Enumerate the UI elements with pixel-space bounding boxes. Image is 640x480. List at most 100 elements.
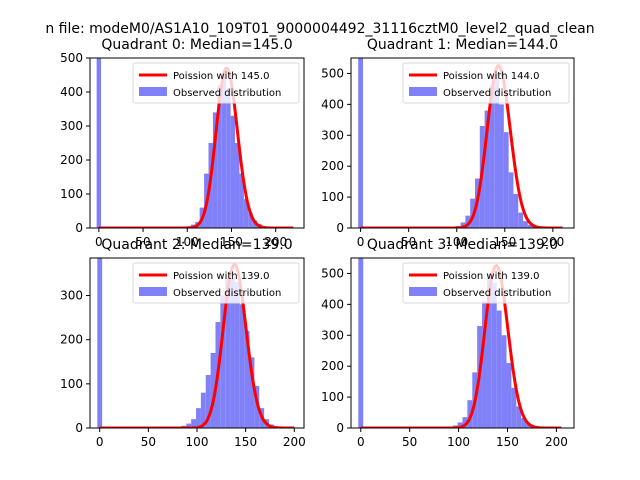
- hist-bar: [503, 132, 509, 228]
- y-tick-label: 0: [336, 421, 344, 435]
- hist-bar: [358, 258, 364, 428]
- y-tick-label: 300: [321, 328, 344, 342]
- x-tick-label: 0: [357, 435, 365, 449]
- y-tick-label: 100: [321, 190, 344, 204]
- x-tick-label: 50: [135, 235, 150, 249]
- hist-bar: [212, 112, 218, 228]
- hist-bar: [196, 408, 201, 428]
- hist-bar: [467, 400, 473, 428]
- hist-bar: [482, 301, 487, 428]
- hist-bar: [243, 199, 249, 228]
- hist-bar: [226, 88, 231, 228]
- axes-frame: [89, 57, 305, 229]
- hist-bar: [200, 392, 206, 428]
- x-tick-label: 50: [141, 435, 156, 449]
- x-tick-label: 200: [541, 235, 564, 249]
- hist-bar: [511, 387, 517, 428]
- hist-bar: [518, 212, 524, 228]
- hist-bar: [508, 172, 514, 228]
- hist-bar: [225, 277, 231, 428]
- legend-entry-observed: Observed distribution: [173, 288, 281, 299]
- axes-frame: [350, 57, 575, 229]
- legend-box: [402, 62, 570, 104]
- legend-bar-swatch: [139, 287, 167, 296]
- y-tick-label: 500: [321, 66, 344, 80]
- panel-title: Quadrant 0: Median=145.0: [101, 37, 292, 53]
- y-tick-label: 500: [321, 266, 344, 280]
- legend-bar-swatch: [409, 87, 437, 96]
- hist-bar: [186, 423, 192, 428]
- y-tick-label: 100: [60, 187, 83, 201]
- quadrant-2-panel: 0 50 100 150 200 0 100 200 300 Quadrant 2: Median…: [60, 237, 306, 449]
- legend-entry-poisson: Poission with 145.0: [173, 71, 269, 82]
- x-tick-label: 100: [447, 435, 470, 449]
- legend-entry-observed: Observed distribution: [443, 88, 551, 99]
- y-tick-label: 200: [60, 153, 83, 167]
- hist-bar: [465, 215, 471, 228]
- x-tick-label: 100: [186, 435, 209, 449]
- y-tick-label: 400: [321, 297, 344, 311]
- hist-bar: [230, 115, 236, 228]
- poisson-curve: [98, 66, 294, 228]
- legend-box: [132, 262, 300, 304]
- hist-bar: [523, 221, 528, 228]
- x-tick-label: 150: [220, 235, 243, 249]
- hist-bar: [248, 212, 253, 228]
- y-tick-label: 300: [60, 289, 83, 303]
- axes-frame: [350, 257, 575, 429]
- y-tick-label: 100: [60, 377, 83, 391]
- x-tick-label: 0: [357, 235, 365, 249]
- hist-bar: [491, 282, 497, 428]
- hist-bar: [244, 330, 250, 428]
- figure-suptitle: n file: modeM0/AS1A10_109T01_9000004492_…: [45, 21, 594, 37]
- legend-box: [402, 262, 570, 304]
- x-tick-label: 150: [493, 235, 516, 249]
- poisson-curve: [360, 264, 562, 428]
- hist-bar: [527, 224, 533, 228]
- plot-area: [96, 58, 294, 228]
- panel-title: Quadrant 3: Median=139.0: [367, 237, 558, 253]
- x-tick-label: 200: [545, 435, 568, 449]
- hist-bar: [249, 357, 255, 428]
- x-tick-label: 0: [96, 435, 104, 449]
- hist-bar: [486, 273, 492, 428]
- legend-entry-poisson: Poission with 139.0: [173, 271, 269, 282]
- quadrant-3-panel: 0 50 100 150 200 0 100 200 300 400 500 Quadrant 3: …: [321, 237, 575, 449]
- hist-bar: [513, 194, 519, 228]
- hist-bar: [220, 295, 226, 428]
- hist-bar: [521, 418, 527, 428]
- hist-bar: [210, 352, 216, 428]
- y-tick-label: 0: [75, 221, 83, 235]
- x-tick-label: 100: [176, 235, 199, 249]
- legend-bar-swatch: [139, 87, 167, 96]
- plot-area: [97, 258, 295, 428]
- hist-bar: [499, 104, 504, 228]
- hist-bar: [235, 143, 240, 228]
- x-tick-label: 200: [264, 235, 287, 249]
- legend-entry-observed: Observed distribution: [173, 88, 281, 99]
- hist-bar: [494, 73, 500, 228]
- y-tick-label: 500: [60, 51, 83, 65]
- legend-entry-poisson: Poission with 144.0: [443, 71, 539, 82]
- x-tick-label: 50: [401, 235, 416, 249]
- x-tick-label: 0: [95, 235, 103, 249]
- panel-title: Quadrant 2: Median=139.0: [101, 237, 292, 253]
- plot-area: [358, 58, 563, 228]
- plot-area: [358, 258, 562, 428]
- hist-bar: [230, 277, 235, 428]
- y-tick-label: 400: [60, 85, 83, 99]
- hist-bar: [239, 173, 244, 228]
- x-tick-label: 100: [445, 235, 468, 249]
- y-tick-label: 0: [336, 221, 344, 235]
- legend-box: [132, 62, 300, 104]
- quadrant-0-panel: 0 50 100 150 200 0 100 200 300 400 500 Quadrant 0: …: [60, 37, 305, 249]
- hist-bar: [221, 76, 227, 228]
- hist-bar: [457, 422, 463, 428]
- hist-bar: [239, 304, 245, 428]
- y-tick-label: 400: [321, 97, 344, 111]
- hist-bar: [460, 222, 466, 228]
- hist-bar: [191, 419, 197, 428]
- y-tick-label: 200: [60, 333, 83, 347]
- hist-bar: [526, 423, 531, 428]
- legend-bar-swatch: [409, 287, 437, 296]
